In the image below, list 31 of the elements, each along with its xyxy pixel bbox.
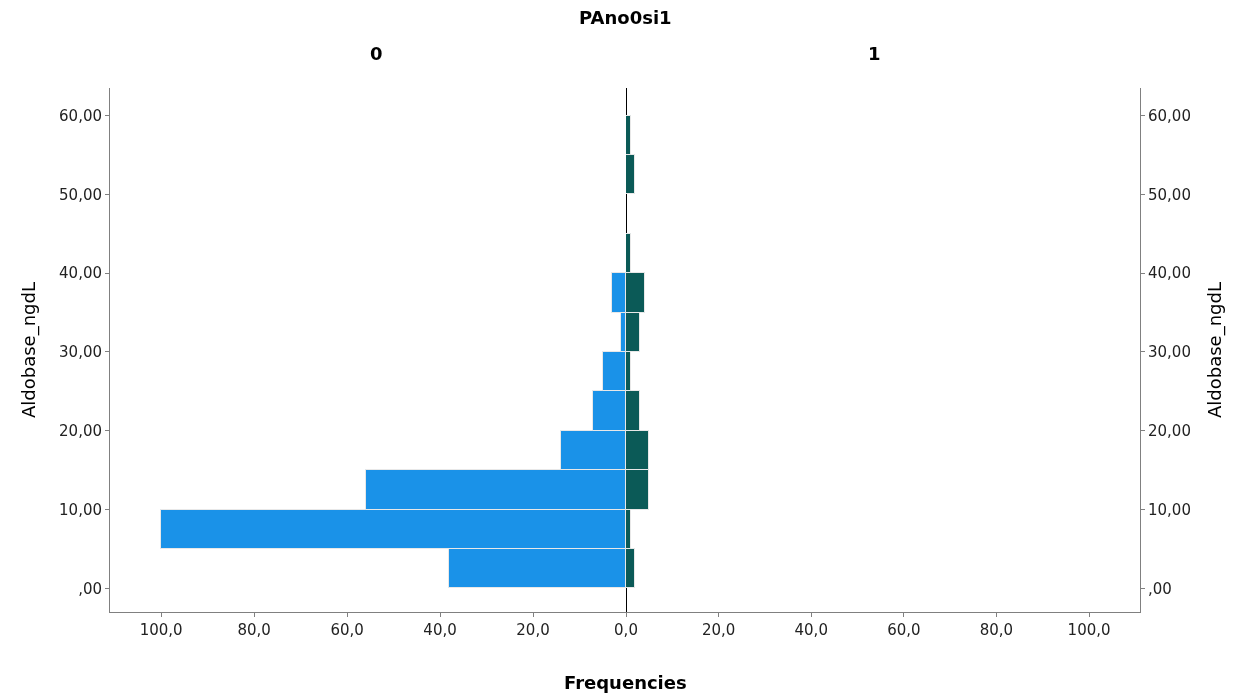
x-tick-label: 80,0 bbox=[979, 621, 1014, 639]
y-tick-label: 20,00 bbox=[1148, 422, 1191, 441]
y-tick-label: 10,00 bbox=[1148, 500, 1191, 519]
x-tick-label: 40,0 bbox=[794, 621, 828, 639]
y-axis-title: Aldobase_ngdL bbox=[1204, 282, 1227, 418]
y-tick-label: 30,00 bbox=[1148, 343, 1191, 362]
x-tick-label: 0,0 bbox=[614, 621, 638, 639]
y-tick-label: 10,00 bbox=[59, 500, 102, 519]
y-tick-label: 40,00 bbox=[59, 264, 102, 283]
y-tick-label: 50,00 bbox=[1148, 185, 1191, 204]
chart-title: 1 bbox=[868, 43, 881, 64]
chart-title: 0 bbox=[370, 43, 383, 64]
x-tick-label: 60,0 bbox=[887, 621, 921, 639]
y-tick-label: 60,00 bbox=[59, 106, 102, 125]
x-tick-label: 100,0 bbox=[1067, 621, 1111, 639]
y-tick-label: ,00 bbox=[78, 579, 102, 598]
y-tick-label: 50,00 bbox=[59, 185, 102, 204]
x-tick-label: 40,0 bbox=[423, 621, 457, 639]
x-tick-label: 20,0 bbox=[516, 621, 550, 639]
y-tick-label: 40,00 bbox=[1148, 264, 1191, 283]
y-axis-title: Aldobase_ngdL bbox=[18, 282, 41, 418]
y-tick-label: 30,00 bbox=[59, 343, 102, 362]
y-tick-label: 60,00 bbox=[1148, 106, 1191, 125]
x-tick-label: 20,0 bbox=[701, 621, 736, 639]
x-tick-label: 60,0 bbox=[330, 621, 364, 639]
text: PAno0si1 bbox=[579, 7, 672, 28]
x-tick-label: 100,0 bbox=[139, 621, 183, 639]
y-tick-label: 20,00 bbox=[59, 422, 102, 441]
y-tick-label: ,00 bbox=[1148, 579, 1172, 598]
x-axis-title: Frequencies bbox=[564, 672, 687, 693]
x-tick-label: 80,0 bbox=[237, 621, 271, 639]
